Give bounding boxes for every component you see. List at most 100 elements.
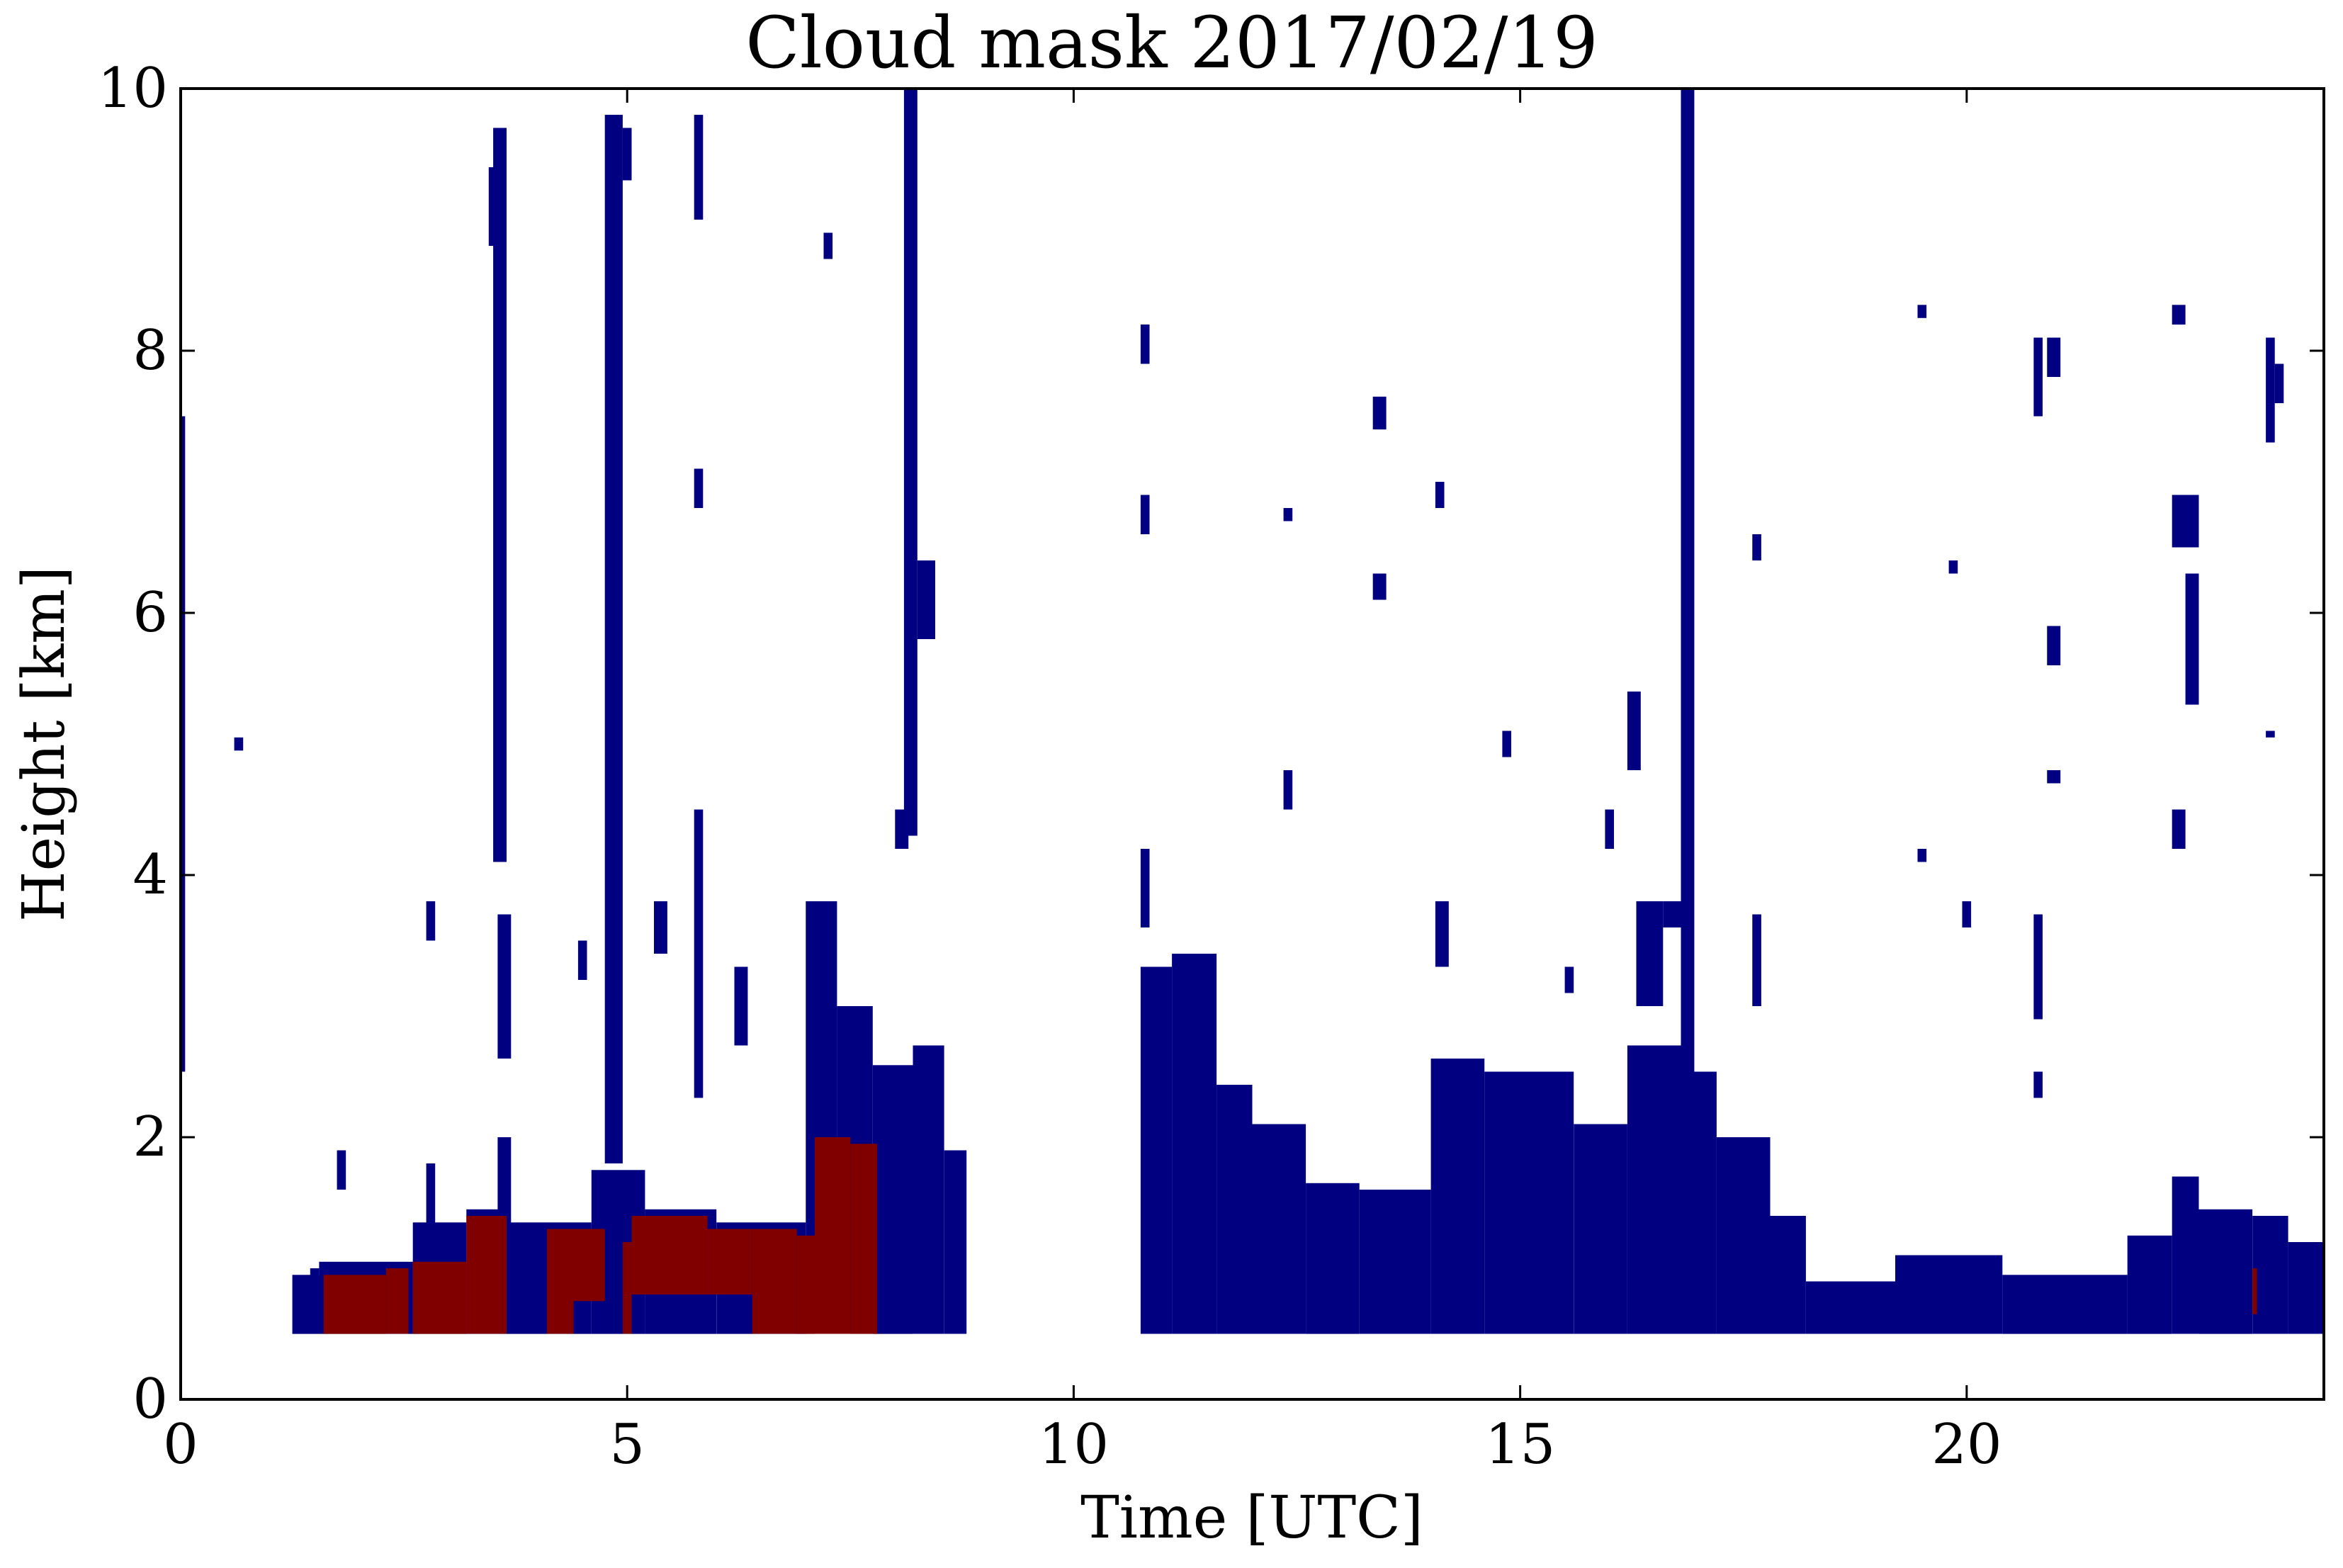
y-tick-label: 8 bbox=[132, 319, 168, 383]
ice_cloud-mark bbox=[1502, 731, 1511, 757]
liquid_cloud-mark bbox=[466, 1216, 507, 1334]
ice_cloud-mark bbox=[604, 115, 623, 1163]
ice_cloud-mark bbox=[917, 560, 935, 639]
x-axis: 0 5 10 15 20 bbox=[163, 89, 2002, 1477]
ice_cloud-mark bbox=[1140, 849, 1150, 927]
ice_cloud-mark bbox=[497, 914, 512, 1059]
ice_cloud-mark bbox=[1283, 508, 1293, 521]
ice_cloud-mark bbox=[310, 1268, 320, 1334]
ice_cloud-mark bbox=[913, 1045, 944, 1334]
ice_cloud-mark bbox=[1216, 1085, 1253, 1334]
ice_cloud-mark bbox=[1359, 1190, 1431, 1334]
ice_cloud-mark bbox=[577, 940, 587, 980]
ice_cloud-mark bbox=[2266, 337, 2275, 443]
ice_cloud-mark bbox=[1140, 966, 1172, 1334]
ice_cloud-mark bbox=[1372, 573, 1387, 600]
ice_cloud-mark bbox=[1283, 770, 1293, 810]
ice_cloud-mark bbox=[1806, 1281, 1895, 1334]
liquid_cloud-mark bbox=[631, 1216, 708, 1295]
ice_cloud-mark bbox=[2127, 1235, 2172, 1334]
ice_cloud-mark bbox=[1605, 809, 1614, 849]
ice_cloud-mark bbox=[1252, 1124, 1306, 1334]
ice_cloud-mark bbox=[1140, 325, 1150, 364]
ice_cloud-mark bbox=[1895, 1255, 2003, 1334]
y-tick-label: 0 bbox=[132, 1367, 168, 1431]
ice_cloud-mark bbox=[1574, 1124, 1627, 1334]
ice_cloud-mark bbox=[426, 901, 436, 941]
ice_cloud-mark bbox=[2274, 363, 2284, 403]
ice_cloud-mark bbox=[426, 1163, 436, 1229]
ice_cloud-mark bbox=[1752, 534, 1761, 560]
liquid_cloud-mark bbox=[2252, 1268, 2257, 1314]
x-tick-label: 20 bbox=[1931, 1413, 2002, 1477]
ice_cloud-mark bbox=[1430, 1059, 1485, 1334]
x-tick-label: 10 bbox=[1039, 1413, 1109, 1477]
ice_cloud-mark bbox=[1917, 305, 1927, 318]
y-tick-label: 6 bbox=[132, 581, 168, 645]
liquid_cloud-mark bbox=[385, 1268, 409, 1334]
ice_cloud-mark bbox=[2266, 731, 2275, 738]
plot-frame bbox=[179, 87, 2325, 1401]
ice_cloud-mark bbox=[694, 809, 704, 1098]
ice_cloud-mark bbox=[734, 966, 748, 1046]
ice_cloud-mark bbox=[2002, 1275, 2128, 1334]
liquid_cloud-mark bbox=[323, 1275, 386, 1334]
x-tick-label: 5 bbox=[609, 1413, 645, 1477]
ice_cloud-mark bbox=[2172, 495, 2199, 548]
ice_cloud-mark bbox=[2252, 1216, 2288, 1334]
ice_cloud-mark bbox=[1716, 1137, 1771, 1334]
ice_cloud-mark bbox=[2033, 337, 2043, 417]
ice_cloud-mark bbox=[872, 1065, 913, 1334]
ice_cloud-mark bbox=[903, 89, 918, 836]
y-tick-label: 4 bbox=[132, 843, 168, 907]
ice_cloud-mark bbox=[895, 809, 909, 849]
ice_cloud-mark bbox=[1636, 901, 1664, 1006]
ice_cloud-mark bbox=[1484, 1071, 1574, 1334]
ice_cloud-mark bbox=[1435, 901, 1449, 967]
liquid_cloud-mark bbox=[814, 1137, 851, 1334]
y-tick-label: 2 bbox=[132, 1105, 168, 1169]
ice_cloud-mark bbox=[337, 1150, 346, 1190]
ice_cloud-mark bbox=[493, 128, 507, 862]
chart-title: Cloud mask 2017/02/19 bbox=[745, 1, 1598, 84]
y-axis: 0 2 4 6 8 10 bbox=[98, 57, 2324, 1431]
liquid_cloud-mark bbox=[850, 1144, 878, 1334]
ice_cloud-mark bbox=[1948, 560, 1958, 574]
x-tick-label: 0 bbox=[163, 1413, 198, 1477]
x-tick-label: 15 bbox=[1485, 1413, 1555, 1477]
ice_cloud-mark bbox=[1372, 396, 1387, 430]
liquid_cloud-mark bbox=[412, 1261, 467, 1334]
y-axis-label: Height [km] bbox=[11, 566, 78, 922]
ice_cloud-mark bbox=[2033, 914, 2043, 1020]
ice_cloud-mark bbox=[694, 468, 704, 508]
ice_cloud-mark bbox=[1681, 89, 1695, 1151]
ice_cloud-mark bbox=[1627, 692, 1641, 770]
ice_cloud-mark bbox=[2047, 626, 2061, 665]
ice_cloud-mark bbox=[2172, 809, 2186, 849]
liquid_cloud-mark bbox=[546, 1229, 574, 1334]
ice_cloud-mark bbox=[1140, 495, 1150, 534]
ice_cloud-mark bbox=[2288, 1242, 2324, 1334]
ice_cloud-mark bbox=[1752, 914, 1761, 1006]
ice_cloud-mark bbox=[1435, 482, 1445, 508]
ice_cloud-mark bbox=[1917, 849, 1927, 862]
liquid_cloud-mark bbox=[573, 1229, 605, 1302]
ice_cloud-mark bbox=[1770, 1216, 1806, 1334]
ice_cloud-mark bbox=[2033, 1071, 2043, 1098]
y-tick-label: 10 bbox=[98, 57, 168, 120]
ice_cloud-mark bbox=[2185, 573, 2199, 705]
ice_cloud-mark bbox=[622, 128, 632, 181]
ice_cloud-mark bbox=[694, 115, 704, 220]
ice_cloud-mark bbox=[1627, 1045, 1681, 1334]
liquid_cloud-mark bbox=[752, 1229, 797, 1334]
liquid_cloud-mark bbox=[622, 1242, 632, 1334]
ice_cloud-mark bbox=[1663, 901, 1681, 927]
ice_cloud-mark bbox=[181, 416, 186, 1072]
ice_cloud-mark bbox=[2172, 1176, 2199, 1334]
ice_cloud-mark bbox=[654, 901, 667, 954]
ice_cloud-mark bbox=[1962, 901, 1972, 927]
ice_cloud-mark bbox=[1564, 966, 1574, 993]
ice_cloud-mark bbox=[1172, 954, 1217, 1334]
liquid_cloud-mark bbox=[796, 1235, 815, 1334]
